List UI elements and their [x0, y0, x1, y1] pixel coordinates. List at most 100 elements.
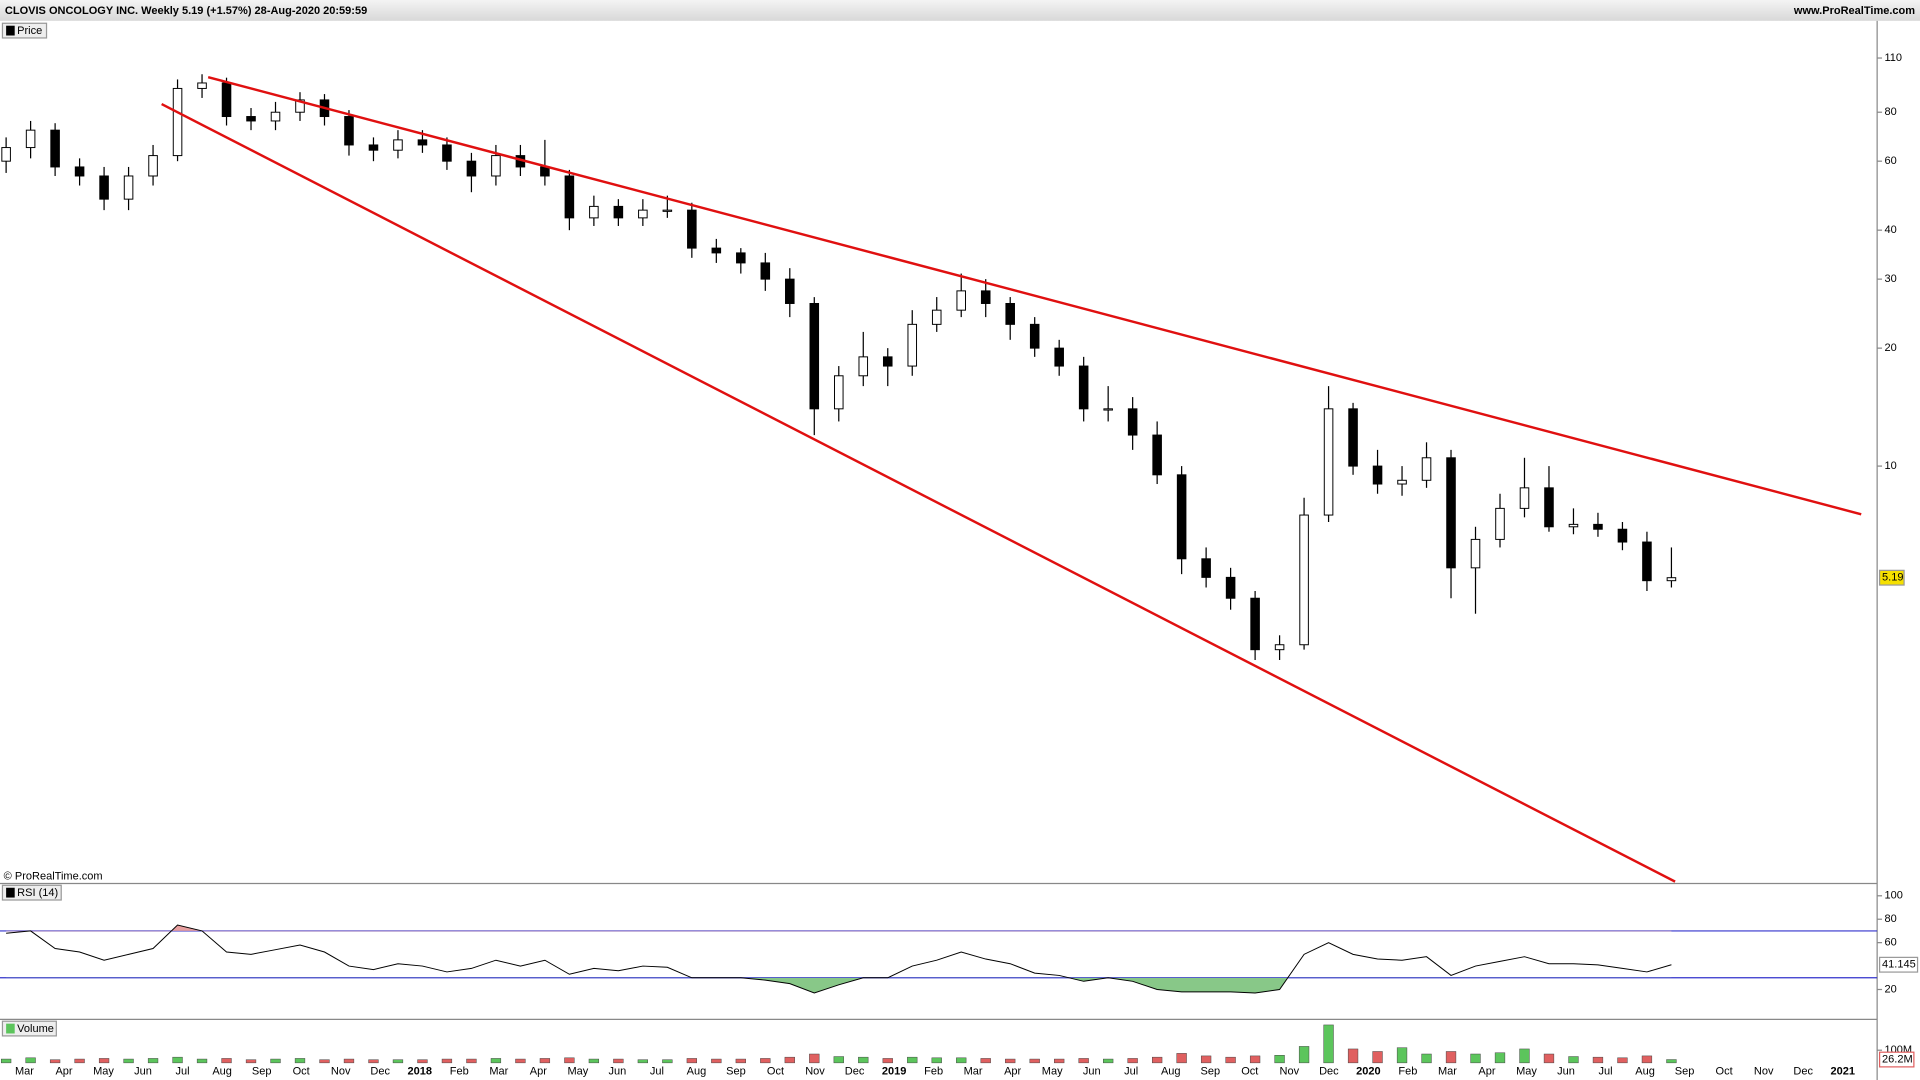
- candle-body: [344, 116, 354, 146]
- y-tick-label: 30: [1884, 273, 1896, 285]
- candle-body: [834, 375, 844, 410]
- candle-body: [1348, 408, 1358, 467]
- candle-body: [172, 87, 183, 157]
- candle-body: [956, 290, 967, 311]
- candle-body: [1201, 558, 1211, 578]
- candle-body: [1593, 523, 1603, 530]
- legend-box: [1, 884, 62, 901]
- volume-bar: [1200, 1055, 1212, 1064]
- last-value-label: 41.145: [1882, 959, 1916, 971]
- y-tick-label: 20: [1884, 983, 1896, 995]
- candle-body: [540, 166, 550, 177]
- x-tick-label: 2021: [1830, 1065, 1855, 1077]
- volume-bar: [147, 1058, 159, 1064]
- x-tick-label: Jun: [134, 1065, 152, 1077]
- candle-body: [809, 302, 820, 410]
- x-tick-label: Sep: [1200, 1065, 1220, 1077]
- x-tick-label: Feb: [1398, 1065, 1417, 1077]
- candle-body: [1446, 457, 1456, 569]
- x-tick-label: Aug: [687, 1065, 707, 1077]
- x-tick-label: Jul: [176, 1065, 190, 1077]
- candle-body: [1152, 434, 1162, 476]
- candle-body: [785, 278, 795, 304]
- x-tick-label: Jul: [1599, 1065, 1613, 1077]
- candle-body: [99, 175, 109, 200]
- y-tick-label: 10: [1884, 460, 1896, 472]
- last-value-label: 26.2M: [1882, 1053, 1913, 1065]
- candle-body: [148, 155, 158, 177]
- candle-body: [1323, 408, 1334, 516]
- volume-bar: [613, 1058, 624, 1064]
- legend-label: Price: [17, 25, 42, 37]
- x-tick-label: Mar: [964, 1065, 983, 1077]
- candle-body: [1495, 507, 1505, 540]
- candle-body: [123, 175, 134, 200]
- candle-body: [368, 144, 379, 151]
- candle-body: [417, 139, 428, 146]
- candle-body: [1299, 514, 1309, 646]
- last-price-label: 5.19: [1882, 572, 1903, 584]
- y-tick-label: 20: [1884, 342, 1896, 354]
- x-tick-label: Aug: [1161, 1065, 1181, 1077]
- x-tick-label: Aug: [212, 1065, 232, 1077]
- x-tick-label: Nov: [805, 1065, 825, 1077]
- volume-bar: [1568, 1056, 1579, 1064]
- candle-body: [1519, 487, 1530, 509]
- candle-body: [760, 262, 771, 280]
- candle-body: [1127, 408, 1138, 436]
- x-tick-label: Nov: [1280, 1065, 1300, 1077]
- x-tick-label: Aug: [1635, 1065, 1655, 1077]
- x-tick-label: Sep: [252, 1065, 272, 1077]
- candle-body: [687, 209, 697, 249]
- oversold-area: [6, 977, 1672, 994]
- legend-label: RSI (14): [17, 887, 58, 899]
- volume-bar: [907, 1056, 918, 1064]
- x-tick-label: Jun: [1083, 1065, 1101, 1077]
- legend-swatch: [6, 1023, 15, 1034]
- candle-body: [1421, 457, 1432, 481]
- x-tick-label: Nov: [331, 1065, 351, 1077]
- candle-body: [711, 247, 722, 254]
- candle-body: [1, 147, 11, 162]
- candle-body: [662, 209, 673, 212]
- candle-body: [564, 175, 575, 219]
- volume-bar: [49, 1059, 61, 1064]
- candle-body: [1568, 523, 1579, 528]
- volume-bar: [196, 1058, 208, 1064]
- x-tick-label: Jul: [1124, 1065, 1138, 1077]
- volume-bar: [882, 1058, 893, 1064]
- candle-body: [736, 252, 746, 264]
- candle-body: [1617, 528, 1628, 543]
- x-tick-label: Apr: [1478, 1065, 1495, 1077]
- candle-body: [882, 356, 893, 367]
- x-tick-label: Jul: [650, 1065, 664, 1077]
- volume-bar: [466, 1058, 477, 1064]
- volume-bar: [1054, 1058, 1065, 1064]
- volume-bar: [368, 1059, 379, 1064]
- candle-body: [931, 309, 942, 325]
- x-tick-label: Mar: [1438, 1065, 1457, 1077]
- x-tick-label: Feb: [924, 1065, 943, 1077]
- candle-body: [907, 323, 918, 367]
- volume-bar: [1445, 1051, 1457, 1064]
- candle-body: [491, 155, 501, 177]
- volume-bar: [1274, 1055, 1285, 1064]
- volume-bar: [1005, 1058, 1016, 1064]
- volume-bar: [172, 1056, 183, 1064]
- candle-body: [1470, 538, 1481, 569]
- candle-body: [466, 160, 477, 177]
- x-tick-label: May: [93, 1065, 114, 1077]
- x-tick-label: Oct: [1716, 1065, 1733, 1077]
- candle-body: [1078, 365, 1089, 410]
- x-tick-label: 2020: [1356, 1065, 1381, 1077]
- volume-bar: [515, 1058, 526, 1064]
- volume-bar: [1298, 1046, 1310, 1064]
- volume-bar: [245, 1059, 257, 1064]
- candle-body: [1274, 644, 1285, 651]
- volume-bar: [784, 1056, 795, 1064]
- volume-bar: [74, 1058, 85, 1064]
- volume-bar: [1323, 1024, 1334, 1064]
- candle-body: [1544, 487, 1554, 528]
- volume-bar: [1225, 1056, 1236, 1064]
